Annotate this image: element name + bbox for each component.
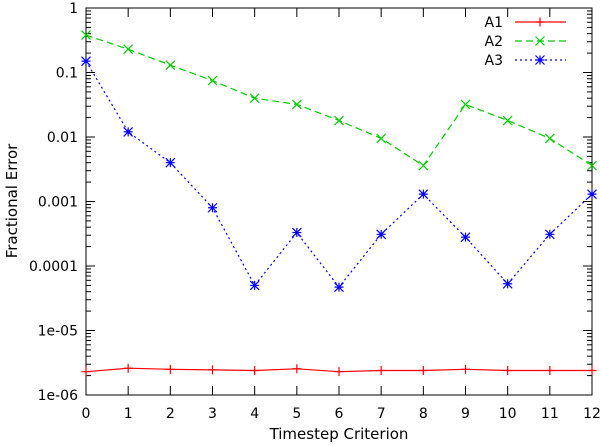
data-point-marker [292, 364, 302, 374]
data-point-marker [461, 364, 470, 374]
data-point-marker [418, 160, 429, 171]
data-point-marker [291, 99, 302, 110]
x-tick-label: 7 [377, 406, 386, 422]
data-point-marker [207, 202, 218, 213]
data-point-marker [503, 365, 513, 375]
y-tick-label: 1e-05 [38, 324, 78, 340]
x-tick-label: 5 [292, 406, 301, 422]
x-axis-label: Timestep Criterion [269, 425, 409, 443]
legend-label: A3 [485, 53, 503, 69]
data-point-marker [587, 189, 597, 200]
data-point-marker [123, 44, 134, 55]
data-point-marker [81, 367, 91, 377]
data-point-marker [249, 280, 260, 291]
data-point-marker [535, 17, 545, 27]
y-tick-label: 0.1 [56, 66, 78, 82]
x-tick-label: 10 [499, 406, 517, 422]
data-point-marker [587, 160, 597, 171]
data-point-marker [249, 93, 260, 104]
x-tick-label: 4 [250, 406, 259, 422]
data-point-marker [418, 365, 428, 375]
data-point-marker [207, 75, 218, 86]
data-point-marker [535, 36, 545, 46]
y-tick-label: 0.01 [47, 130, 78, 146]
plot-frame [85, 7, 593, 396]
x-tick-label: 6 [335, 406, 344, 422]
series-line [85, 60, 593, 289]
series-a3 [81, 56, 597, 293]
data-point-marker [123, 363, 133, 373]
series-a1 [81, 363, 597, 377]
data-point-marker [502, 278, 513, 289]
legend-item-a1: A1 [485, 15, 566, 31]
data-point-marker [250, 365, 260, 375]
x-tick-label: 8 [419, 406, 428, 422]
data-point-marker [460, 99, 471, 110]
data-point-marker [123, 126, 134, 137]
x-tick-label: 2 [166, 406, 175, 422]
data-point-marker [291, 227, 302, 238]
data-point-marker [544, 229, 555, 240]
data-point-marker [376, 365, 386, 375]
x-tick-label: 3 [208, 406, 217, 422]
data-point-marker [376, 133, 387, 144]
x-tick-label: 11 [541, 406, 559, 422]
data-point-marker [165, 157, 176, 168]
legend-label: A1 [485, 15, 503, 31]
legend-item-a3: A3 [485, 53, 566, 69]
x-tick-label: 0 [82, 406, 91, 422]
x-axis-ticks: 0 1 2 3 4 5 6 7 8 9 10 11 12 [82, 8, 600, 422]
data-point-marker [535, 55, 545, 65]
x-tick-label: 12 [583, 406, 600, 422]
data-point-marker [81, 30, 91, 41]
data-point-marker [460, 232, 471, 243]
data-point-marker [544, 133, 555, 144]
data-point-marker [165, 364, 175, 374]
data-point-marker [418, 189, 429, 200]
data-point-marker [165, 60, 176, 71]
data-point-marker [587, 365, 597, 375]
y-tick-label: 0.0001 [29, 259, 78, 275]
data-point-marker [502, 115, 513, 126]
data-point-marker [334, 367, 344, 377]
data-point-marker [334, 282, 344, 293]
data-point-marker [545, 365, 555, 375]
x-tick-label: 9 [461, 406, 470, 422]
series-line [85, 34, 593, 167]
legend-item-a2: A2 [485, 34, 566, 50]
y-tick-label: 0.001 [38, 195, 78, 211]
data-point-marker [334, 115, 344, 126]
legend-label: A2 [485, 34, 503, 50]
data-point-marker [208, 365, 217, 375]
y-tick-label: 1 [69, 1, 78, 17]
y-axis-label: Fractional Error [3, 143, 21, 258]
legend: A1 A2 A3 [485, 15, 566, 69]
series-a2 [81, 30, 597, 171]
series-layer [81, 30, 597, 377]
data-point-marker [81, 56, 91, 67]
y-tick-label: 1e-06 [38, 388, 78, 404]
y-axis-ticks: 1e-06 1e-05 0.0001 0.001 0.01 0.1 1 [29, 1, 592, 404]
x-tick-label: 1 [124, 406, 133, 422]
data-point-marker [376, 229, 387, 240]
